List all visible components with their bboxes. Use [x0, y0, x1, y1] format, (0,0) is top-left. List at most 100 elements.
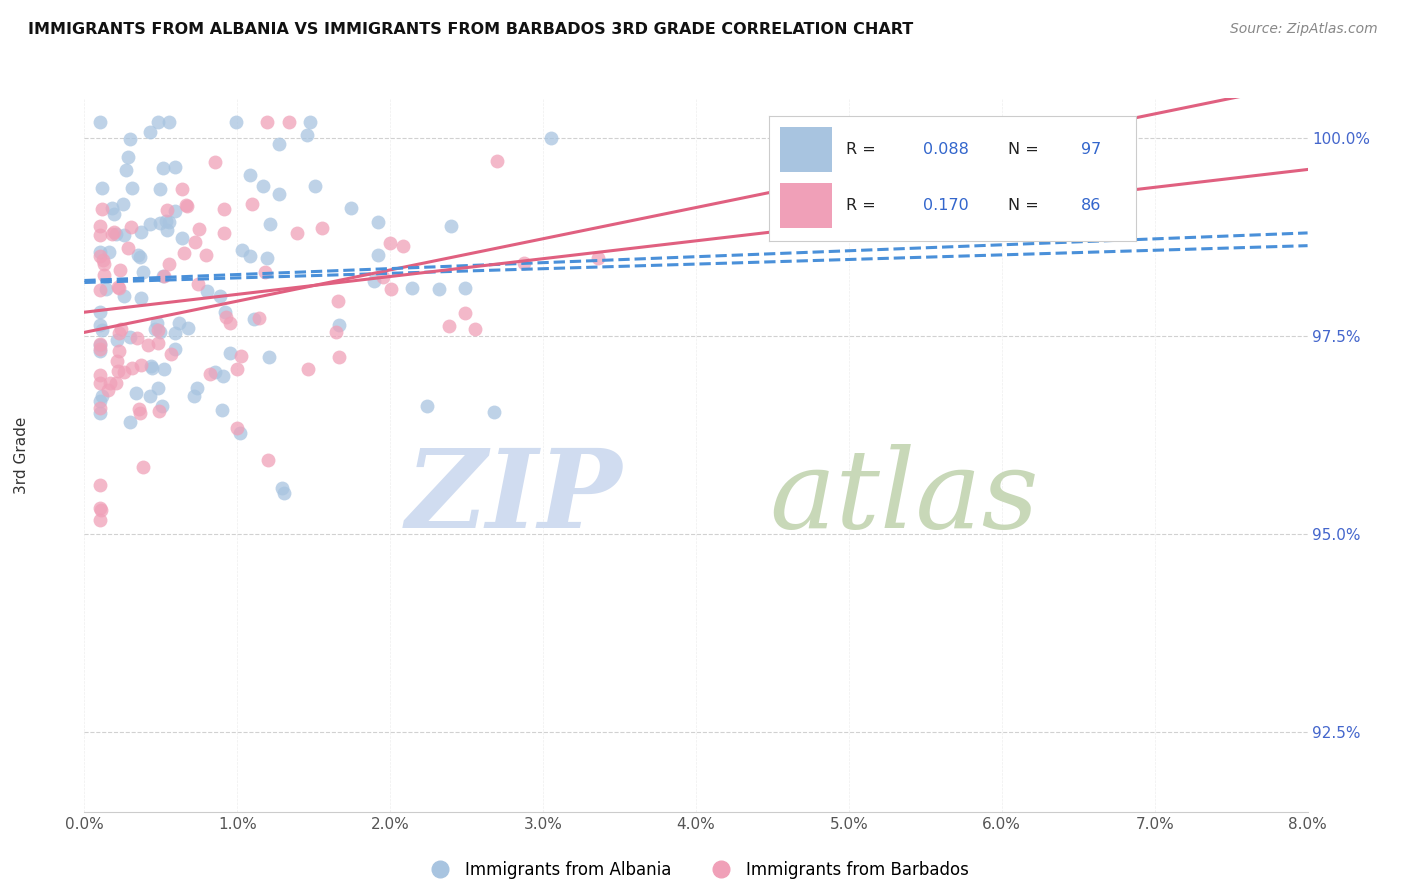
Point — [118, 415, 141, 429]
Point — [89, 304, 111, 318]
Point — [89, 368, 111, 382]
Point — [363, 274, 385, 288]
Point — [197, 284, 219, 298]
Point — [152, 161, 174, 175]
Point — [415, 399, 437, 413]
Point — [120, 219, 142, 234]
Point — [257, 350, 280, 364]
Point — [101, 227, 124, 242]
Point — [131, 225, 153, 239]
Point — [136, 338, 159, 352]
Point — [454, 281, 477, 295]
Point — [89, 283, 111, 297]
Point — [125, 331, 148, 345]
Point — [392, 239, 415, 253]
Point — [103, 207, 125, 221]
Point — [152, 361, 174, 376]
Point — [183, 389, 205, 403]
Point — [105, 227, 128, 242]
Point — [540, 131, 562, 145]
Point — [440, 219, 463, 233]
Y-axis label: 3rd Grade: 3rd Grade — [14, 417, 28, 493]
Point — [257, 452, 280, 467]
Point — [89, 376, 111, 390]
Point — [225, 421, 247, 435]
Point — [252, 178, 274, 193]
Point — [91, 253, 114, 268]
Point — [380, 282, 402, 296]
Point — [176, 199, 198, 213]
Point — [311, 221, 333, 235]
Point — [204, 155, 226, 169]
Point — [148, 336, 170, 351]
Point — [173, 246, 195, 260]
Point — [128, 406, 150, 420]
Point — [89, 115, 111, 129]
Point — [89, 406, 111, 420]
Text: atlas: atlas — [769, 444, 1039, 551]
Point — [186, 382, 208, 396]
Point — [131, 460, 153, 475]
Point — [247, 311, 270, 326]
Point — [97, 245, 120, 260]
Point — [160, 347, 183, 361]
Point — [107, 280, 129, 294]
Point — [139, 389, 162, 403]
Point — [239, 168, 262, 182]
Point — [163, 204, 186, 219]
Point — [152, 268, 174, 283]
Point — [157, 115, 180, 129]
Point — [90, 323, 112, 337]
Point — [229, 426, 252, 441]
Point — [401, 281, 423, 295]
Point — [153, 269, 176, 284]
Text: IMMIGRANTS FROM ALBANIA VS IMMIGRANTS FROM BARBADOS 3RD GRADE CORRELATION CHART: IMMIGRANTS FROM ALBANIA VS IMMIGRANTS FR… — [28, 22, 914, 37]
Point — [132, 265, 155, 279]
Point — [128, 401, 150, 416]
Point — [131, 358, 153, 372]
Point — [188, 222, 211, 236]
Point — [174, 197, 197, 211]
Point — [454, 305, 477, 319]
Point — [325, 325, 347, 339]
Point — [170, 182, 193, 196]
Point — [90, 502, 112, 516]
Point — [148, 323, 170, 337]
Point — [89, 393, 111, 408]
Point — [156, 223, 179, 237]
Point — [89, 244, 111, 259]
Point — [212, 226, 235, 240]
Point — [240, 196, 263, 211]
Point — [108, 326, 131, 340]
Point — [273, 486, 295, 500]
Point — [89, 513, 111, 527]
Point — [112, 289, 135, 303]
Point — [149, 325, 172, 339]
Point — [146, 115, 169, 129]
Point — [219, 346, 242, 360]
Point — [89, 344, 111, 359]
Point — [165, 161, 187, 175]
Point — [101, 202, 124, 216]
Point — [184, 235, 207, 250]
Point — [89, 337, 111, 351]
Point — [212, 202, 235, 216]
Point — [105, 333, 128, 347]
Point — [112, 227, 135, 242]
Point — [304, 178, 326, 193]
Point — [229, 349, 252, 363]
Point — [89, 401, 111, 415]
Point — [464, 322, 486, 336]
Point — [218, 317, 240, 331]
Point — [373, 270, 395, 285]
Point — [96, 282, 118, 296]
Point — [298, 115, 321, 129]
Point — [121, 361, 143, 376]
Point — [150, 399, 173, 413]
Point — [89, 318, 111, 333]
Point — [127, 248, 149, 262]
Point — [328, 318, 350, 332]
Point — [120, 330, 142, 344]
Point — [198, 368, 221, 382]
Point — [167, 316, 190, 330]
